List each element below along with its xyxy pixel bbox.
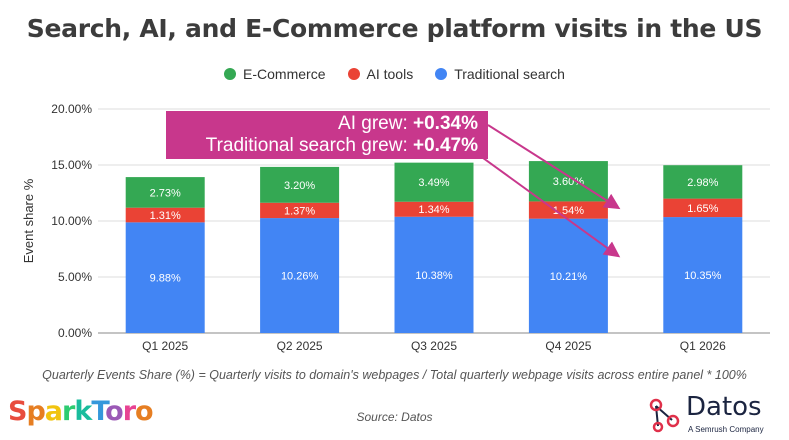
x-tick-label: Q1 2025 (142, 339, 188, 353)
data-label: 10.21% (550, 271, 588, 283)
y-tick-label: 5.00% (58, 270, 92, 284)
callout-search-value: +0.47% (413, 135, 478, 156)
data-label: 10.38% (415, 270, 453, 282)
legend-item: AI tools (347, 66, 414, 82)
data-label: 2.73% (150, 187, 181, 199)
data-label: 1.37% (284, 205, 315, 217)
y-tick-label: 15.00% (51, 158, 92, 172)
data-label: 1.31% (150, 210, 181, 222)
legend-swatch (347, 68, 360, 80)
y-axis-label: Event share % (21, 178, 36, 263)
x-tick-label: Q4 2025 (545, 339, 591, 353)
data-label: 3.20% (284, 180, 315, 192)
bar-segment (394, 162, 474, 202)
callout-arrow-search (471, 149, 621, 258)
legend-label: E-Commerce (243, 66, 326, 82)
sparktoro-letter: T (91, 396, 106, 427)
legend-label: AI tools (366, 66, 414, 82)
bar-segment (663, 217, 743, 333)
data-label: 10.35% (684, 270, 722, 282)
sparktoro-letter: r (122, 396, 136, 427)
growth-callout: AI grew: +0.34% Traditional search grew:… (166, 111, 488, 159)
sparktoro-letter: p (26, 396, 45, 427)
datos-name: Datos (686, 392, 762, 422)
chart-title: Search, AI, and E-Commerce platform visi… (26, 14, 763, 43)
bar-segment (260, 218, 340, 333)
legend-swatch (224, 68, 237, 80)
datos-mark-icon (649, 398, 680, 433)
y-tick-label: 10.00% (51, 214, 92, 228)
sparktoro-letter: k (74, 396, 92, 427)
x-tick-label: Q1 2026 (680, 339, 726, 353)
sparktoro-letter: S (8, 396, 27, 427)
bar-segment (125, 207, 205, 223)
bar-segment (260, 166, 340, 203)
y-tick-label: 20.00% (51, 102, 92, 116)
bar-segment (125, 222, 205, 333)
sparktoro-letter: o (135, 396, 154, 427)
sparktoro-letter: a (44, 396, 63, 427)
data-label: 2.98% (687, 177, 718, 189)
legend-item: E-Commerce (224, 66, 326, 82)
callout-arrow-ai (487, 124, 621, 210)
callout-ai-value: +0.34% (413, 113, 478, 134)
bar-segment (394, 216, 474, 333)
data-label: 9.88% (150, 273, 181, 285)
x-tick-label: Q2 2025 (277, 339, 323, 353)
data-label: 10.26% (281, 271, 319, 283)
y-tick-label: 0.00% (58, 326, 92, 340)
sparktoro-letter: r (62, 396, 75, 427)
bar-segment (260, 202, 340, 219)
bar-segment (663, 198, 743, 218)
callout-ai-text: AI grew: (338, 113, 414, 134)
legend-swatch (435, 68, 448, 80)
sparktoro-logo: SparkToro (8, 396, 154, 427)
bar-segment (528, 161, 608, 202)
bar-segment (394, 201, 474, 217)
sparktoro-letter: o (105, 396, 124, 427)
legend-label: Traditional search (454, 66, 565, 82)
datos-subtitle: A Semrush Company (688, 425, 764, 434)
data-label: 1.34% (418, 204, 449, 216)
chart-legend: E-Commerce AI tools Traditional search (0, 66, 789, 82)
bar-segment (125, 177, 205, 208)
datos-logo: Datos A Semrush Company (646, 392, 786, 436)
data-label: 3.49% (418, 177, 449, 189)
formula-note: Quarterly Events Share (%) = Quarterly v… (42, 368, 747, 382)
callout-search-text: Traditional search grew: (205, 135, 414, 156)
data-label: 3.60% (553, 176, 584, 188)
source-note: Source: Datos (356, 410, 433, 424)
data-label: 1.65% (687, 203, 718, 215)
x-tick-label: Q3 2025 (411, 339, 457, 353)
legend-item: Traditional search (435, 66, 565, 82)
bar-segment (663, 165, 743, 199)
